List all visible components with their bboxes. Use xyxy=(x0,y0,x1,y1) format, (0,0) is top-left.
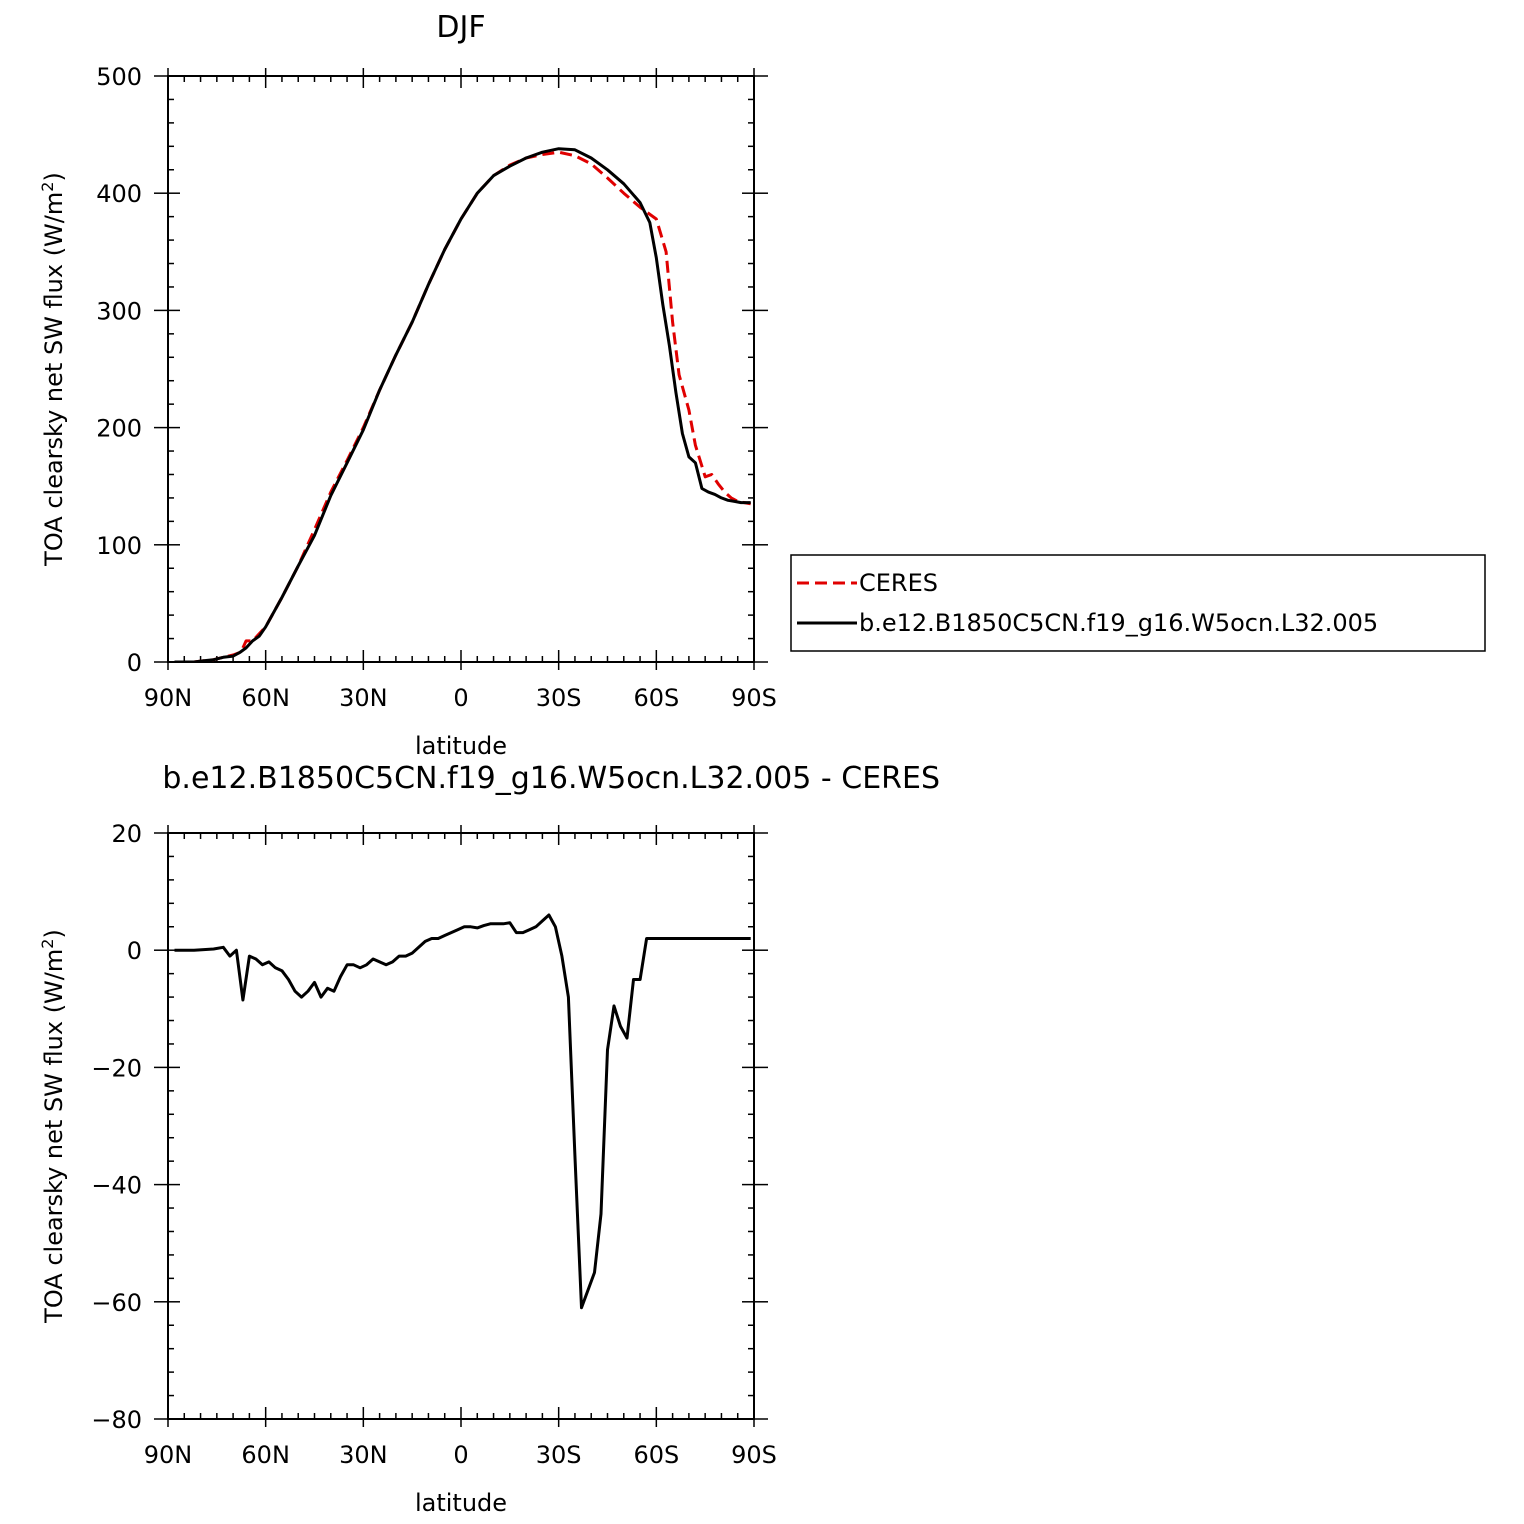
y-axis-label: TOA clearsky net SW flux (W/m2) xyxy=(38,929,68,1324)
y-tick-label: −40 xyxy=(91,1172,142,1200)
legend-box xyxy=(790,554,1486,652)
x-tick-label: 30S xyxy=(536,1441,582,1469)
x-tick-label: 90S xyxy=(731,1441,777,1469)
y-tick-label: 0 xyxy=(127,937,142,965)
y-axis-label-main: TOA clearsky net SW flux (W/m xyxy=(40,949,68,1324)
series-line-1 xyxy=(174,150,751,662)
y-tick-label: 20 xyxy=(111,820,142,848)
legend-entry: CERES xyxy=(859,569,938,597)
series-line-1 xyxy=(174,913,751,1310)
x-tick-label: 0 xyxy=(453,1441,468,1469)
series-line-2 xyxy=(174,147,751,662)
plot-frame xyxy=(167,832,755,1420)
x-tick-label: 90N xyxy=(144,684,193,712)
y-tick-label: −20 xyxy=(91,1054,142,1082)
plot-frame xyxy=(167,75,755,663)
x-axis-label: latitude xyxy=(415,1489,507,1517)
legend-entry: b.e12.B1850C5CN.f19_g16.W5ocn.L32.005 xyxy=(859,609,1378,637)
x-tick-label: 60S xyxy=(633,1441,679,1469)
x-tick-label: 60S xyxy=(633,684,679,712)
chart-panel-1: DJF 90N 60N 30N 0 30S 60S 90S 0 100 200 300 400 500 la… xyxy=(38,10,1486,760)
x-axis-label: latitude xyxy=(415,732,507,760)
chart-title: DJF xyxy=(436,10,485,45)
x-tick-label: 60N xyxy=(241,684,290,712)
x-tick-label: 30N xyxy=(339,1441,388,1469)
y-tick-label: 100 xyxy=(96,532,142,560)
chart-title: b.e12.B1850C5CN.f19_g16.W5ocn.L32.005 - … xyxy=(162,761,940,796)
y-tick-label: 200 xyxy=(96,415,142,443)
y-tick-label: 300 xyxy=(96,297,142,325)
x-tick-label: 0 xyxy=(453,684,468,712)
y-tick-label: −60 xyxy=(91,1289,142,1317)
y-tick-label: −80 xyxy=(91,1406,142,1434)
x-tick-label: 30S xyxy=(536,684,582,712)
y-axis-label: TOA clearsky net SW flux (W/m2) xyxy=(38,172,68,567)
x-tick-label: 30N xyxy=(339,684,388,712)
chart-panel-2: b.e12.B1850C5CN.f19_g16.W5ocn.L32.005 - … xyxy=(38,761,940,1517)
y-axis-label-end: ) xyxy=(40,929,68,938)
x-tick-label: 90N xyxy=(144,1441,193,1469)
y-axis-label-sup: 2 xyxy=(38,182,57,192)
x-tick-label: 90S xyxy=(731,684,777,712)
y-tick-label: 400 xyxy=(96,180,142,208)
x-tick-label: 60N xyxy=(241,1441,290,1469)
y-axis-label-sup: 2 xyxy=(38,939,57,949)
y-axis-label-end: ) xyxy=(40,172,68,181)
y-tick-label: 0 xyxy=(127,649,142,677)
y-axis-label-main: TOA clearsky net SW flux (W/m xyxy=(40,192,68,567)
y-tick-label: 500 xyxy=(96,63,142,91)
legend: CERES b.e12.B1850C5CN.f19_g16.W5ocn.L32.0… xyxy=(790,554,1486,652)
